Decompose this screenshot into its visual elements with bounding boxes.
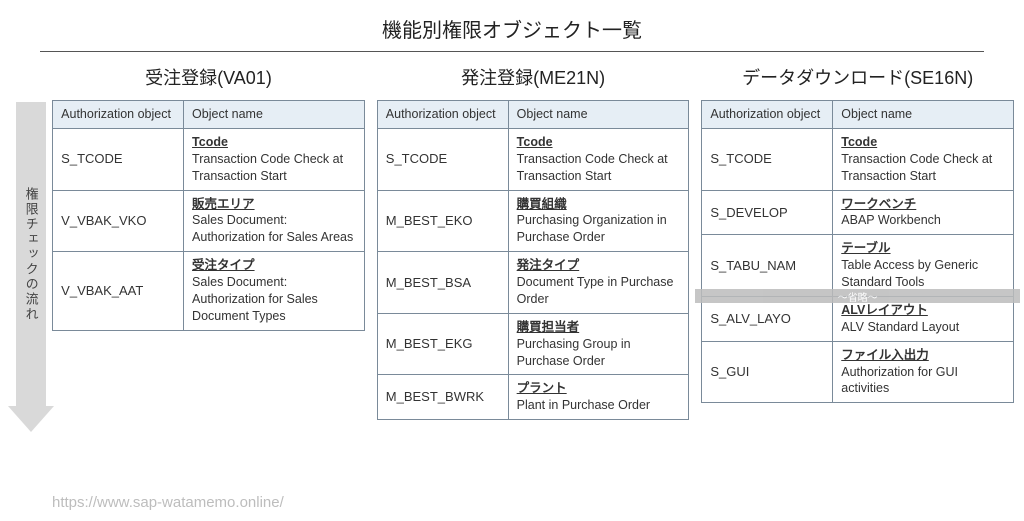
column-header-auth-object: Authorization object	[53, 101, 184, 129]
auth-object-code: S_TABU_NAM	[702, 235, 833, 297]
object-name-en: Transaction Code Check at Transaction St…	[192, 151, 356, 185]
object-name-en: Sales Document: Authorization for Sales …	[192, 274, 356, 325]
object-name-en: ABAP Workbench	[841, 212, 1005, 229]
object-name-en: Sales Document: Authorization for Sales …	[192, 212, 356, 246]
table-row: M_BEST_EKO購買組織Purchasing Organization in…	[377, 190, 689, 252]
object-name-cell: ワークベンチABAP Workbench	[833, 190, 1014, 235]
object-name-en: Purchasing Organization in Purchase Orde…	[517, 212, 681, 246]
content-area: 権限チェックの流れ 受注登録(VA01) Authorization object…	[0, 64, 1024, 432]
object-name-jp: Tcode	[192, 134, 356, 151]
object-name-en: Purchasing Group in Purchase Order	[517, 336, 681, 370]
flow-arrow: 権限チェックの流れ	[14, 102, 48, 432]
table-row: M_BEST_BSA発注タイプDocument Type in Purchase…	[377, 252, 689, 314]
object-name-jp: ALVレイアウト	[841, 302, 1005, 319]
table-row: S_TABU_NAMテーブルTable Access by Generic St…	[702, 235, 1014, 297]
source-url: https://www.sap-watamemo.online/	[52, 494, 284, 511]
object-name-en: ALV Standard Layout	[841, 319, 1005, 336]
table-row: S_DEVELOPワークベンチABAP Workbench	[702, 190, 1014, 235]
table-row: M_BEST_BWRKプラントPlant in Purchase Order	[377, 375, 689, 420]
table-row: S_TCODETcodeTransaction Code Check at Tr…	[377, 128, 689, 190]
flow-arrow-shaft: 権限チェックの流れ	[16, 102, 46, 406]
object-name-cell: プラントPlant in Purchase Order	[508, 375, 689, 420]
object-name-en: Plant in Purchase Order	[517, 397, 681, 414]
object-name-jp: 受注タイプ	[192, 257, 356, 274]
object-name-en: Table Access by Generic Standard Tools	[841, 257, 1005, 291]
object-name-jp: テーブル	[841, 240, 1005, 257]
object-name-en: Transaction Code Check at Transaction St…	[517, 151, 681, 185]
auth-object-code: M_BEST_BSA	[377, 252, 508, 314]
auth-table: Authorization objectObject nameS_TCODETc…	[377, 100, 690, 420]
table-row: S_GUIファイル入出力Authorization for GUI activi…	[702, 341, 1014, 403]
auth-object-code: M_BEST_EKO	[377, 190, 508, 252]
object-name-jp: 発注タイプ	[517, 257, 681, 274]
object-name-jp: ワークベンチ	[841, 196, 1005, 213]
auth-object-code: M_BEST_EKG	[377, 313, 508, 375]
object-name-cell: テーブルTable Access by Generic Standard Too…	[833, 235, 1014, 297]
column-header-object-name: Object name	[508, 101, 689, 129]
table-row: V_VBAK_AAT受注タイプSales Document: Authoriza…	[53, 252, 365, 331]
auth-object-code: S_TCODE	[53, 128, 184, 190]
object-name-jp: 販売エリア	[192, 196, 356, 213]
object-name-jp: 購買担当者	[517, 319, 681, 336]
object-name-cell: TcodeTransaction Code Check at Transacti…	[184, 128, 365, 190]
auth-object-code: S_TCODE	[377, 128, 508, 190]
object-name-en: Document Type in Purchase Order	[517, 274, 681, 308]
table-title: データダウンロード(SE16N)	[701, 64, 1014, 90]
table-block: 発注登録(ME21N) Authorization objectObject na…	[377, 64, 690, 420]
omission-band: ～省略～	[695, 289, 1020, 303]
auth-object-code: S_GUI	[702, 341, 833, 403]
object-name-jp: 購買組織	[517, 196, 681, 213]
object-name-cell: ファイル入出力Authorization for GUI activities	[833, 341, 1014, 403]
auth-object-code: M_BEST_BWRK	[377, 375, 508, 420]
object-name-cell: TcodeTransaction Code Check at Transacti…	[508, 128, 689, 190]
auth-object-code: S_TCODE	[702, 128, 833, 190]
flow-arrow-column: 権限チェックの流れ	[10, 102, 52, 432]
flow-arrow-label: 権限チェックの流れ	[22, 187, 41, 322]
object-name-en: Transaction Code Check at Transaction St…	[841, 151, 1005, 185]
object-name-cell: 販売エリアSales Document: Authorization for S…	[184, 190, 365, 252]
table-row: S_TCODETcodeTransaction Code Check at Tr…	[702, 128, 1014, 190]
object-name-jp: プラント	[517, 380, 681, 397]
table-row: S_TCODETcodeTransaction Code Check at Tr…	[53, 128, 365, 190]
object-name-cell: 購買担当者Purchasing Group in Purchase Order	[508, 313, 689, 375]
table-block: データダウンロード(SE16N) Authorization objectObje…	[701, 64, 1014, 420]
auth-object-code: S_DEVELOP	[702, 190, 833, 235]
table-title: 発注登録(ME21N)	[377, 64, 690, 90]
object-name-jp: Tcode	[517, 134, 681, 151]
auth-table: Authorization objectObject nameS_TCODETc…	[701, 100, 1014, 403]
page-title: 機能別権限オブジェクト一覧	[0, 14, 1024, 43]
table-row: M_BEST_EKG購買担当者Purchasing Group in Purch…	[377, 313, 689, 375]
table-row: V_VBAK_VKO販売エリアSales Document: Authoriza…	[53, 190, 365, 252]
object-name-en: Authorization for GUI activities	[841, 364, 1005, 398]
table-block: 受注登録(VA01) Authorization objectObject nam…	[52, 64, 365, 420]
auth-table: Authorization objectObject nameS_TCODETc…	[52, 100, 365, 331]
object-name-cell: 購買組織Purchasing Organization in Purchase …	[508, 190, 689, 252]
flow-arrow-head-icon	[8, 406, 54, 432]
column-header-auth-object: Authorization object	[377, 101, 508, 129]
object-name-cell: 受注タイプSales Document: Authorization for S…	[184, 252, 365, 331]
auth-object-code: V_VBAK_VKO	[53, 190, 184, 252]
column-header-auth-object: Authorization object	[702, 101, 833, 129]
object-name-cell: TcodeTransaction Code Check at Transacti…	[833, 128, 1014, 190]
object-name-jp: ファイル入出力	[841, 347, 1005, 364]
tables-container: 受注登録(VA01)Authorization objectObject nam…	[52, 64, 1014, 420]
table-title: 受注登録(VA01)	[52, 64, 365, 90]
title-divider	[40, 51, 984, 52]
column-header-object-name: Object name	[833, 101, 1014, 129]
column-header-object-name: Object name	[184, 101, 365, 129]
auth-object-code: V_VBAK_AAT	[53, 252, 184, 331]
object-name-cell: 発注タイプDocument Type in Purchase Order	[508, 252, 689, 314]
object-name-jp: Tcode	[841, 134, 1005, 151]
